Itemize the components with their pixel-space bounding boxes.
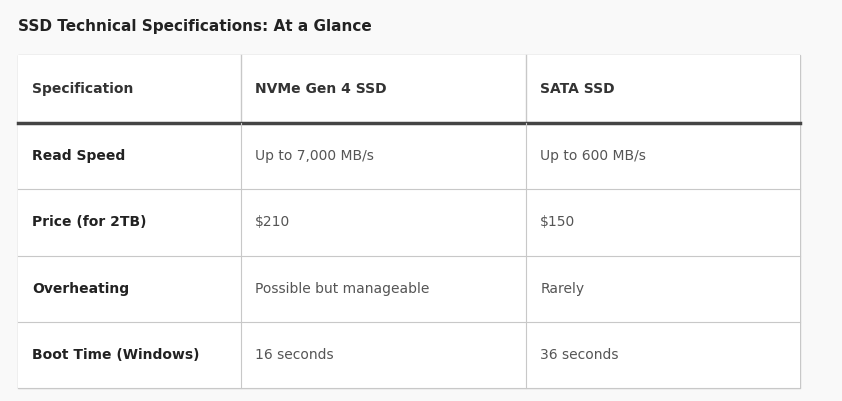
Text: 36 seconds: 36 seconds [541, 348, 619, 362]
Text: Read Speed: Read Speed [32, 149, 125, 163]
Bar [18, 123, 800, 189]
Text: Overheating: Overheating [32, 282, 129, 296]
Text: 16 seconds: 16 seconds [255, 348, 333, 362]
Text: $210: $210 [255, 215, 290, 229]
Text: SSD Technical Specifications: At a Glance: SSD Technical Specifications: At a Glanc… [18, 19, 372, 34]
Text: $150: $150 [541, 215, 576, 229]
Text: Price (for 2TB): Price (for 2TB) [32, 215, 147, 229]
Text: NVMe Gen 4 SSD: NVMe Gen 4 SSD [255, 82, 386, 96]
Text: Up to 7,000 MB/s: Up to 7,000 MB/s [255, 149, 374, 163]
Bar [18, 55, 800, 123]
Text: Up to 600 MB/s: Up to 600 MB/s [541, 149, 646, 163]
Bar [18, 189, 800, 255]
Text: Rarely: Rarely [541, 282, 584, 296]
Text: Boot Time (Windows): Boot Time (Windows) [32, 348, 200, 362]
Text: Possible but manageable: Possible but manageable [255, 282, 429, 296]
Text: Specification: Specification [32, 82, 133, 96]
Text: SATA SSD: SATA SSD [541, 82, 615, 96]
Bar [18, 322, 800, 388]
Bar [18, 55, 800, 388]
Bar [18, 255, 800, 322]
